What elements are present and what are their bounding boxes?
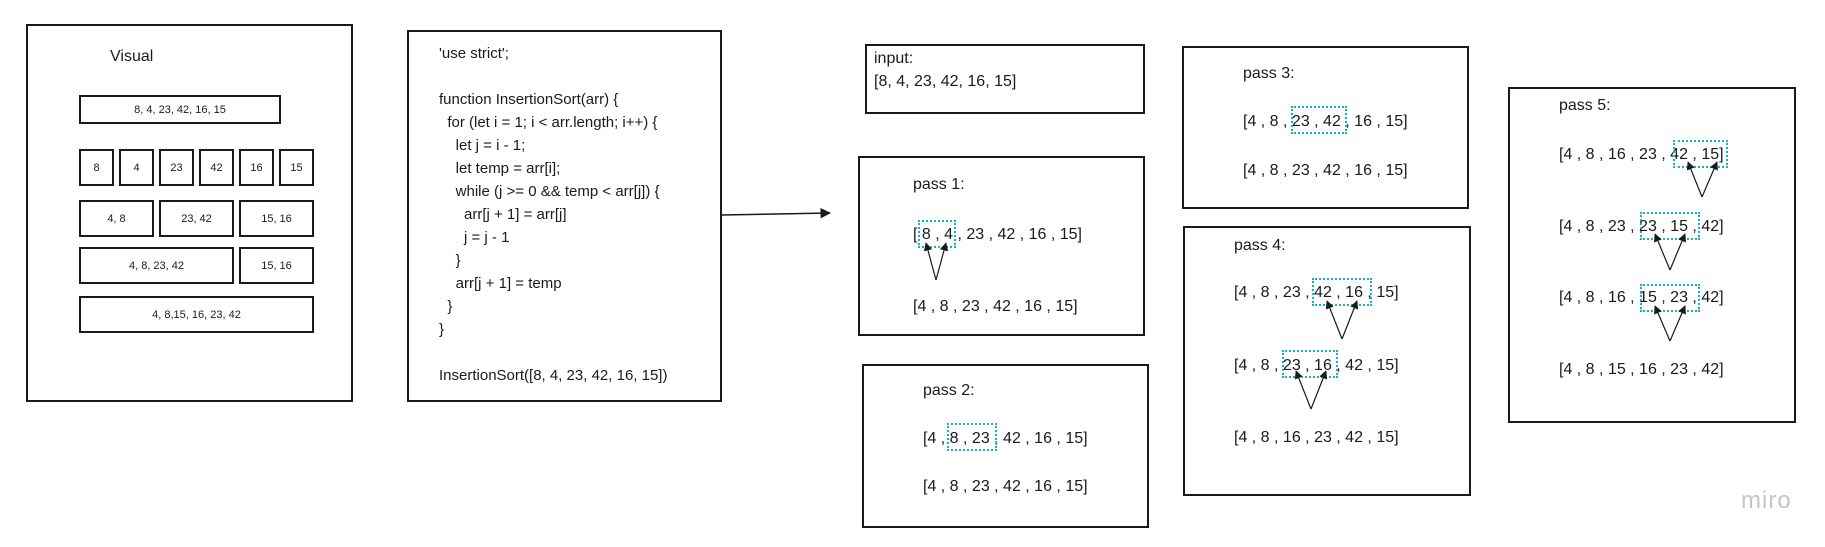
highlight-box [1673,140,1728,168]
pass-title: pass 3: [1243,65,1295,82]
visual-cell: 4, 8, 23, 42 [79,247,234,284]
code-to-pass-1-arrow [721,207,832,219]
visual-cell: 15 [279,149,314,186]
pass-line: [4 , 8 , 23 , 16 , 42 , 15] [1234,357,1399,374]
pass-line: [4 , 8 , 23 , 42 , 16 , 15] [913,298,1078,315]
visual-cell: 23, 42 [159,200,234,237]
highlight-box [1640,212,1700,240]
pass-line: [4 , 8 , 23 , 42 , 16 , 15] [1243,113,1408,130]
visual-title: Visual [110,48,154,65]
code-line: arr[j + 1] = arr[j] [439,206,567,223]
visual-cell: 15, 16 [239,200,314,237]
pass-line: [4 , 8 , 23 , 42 , 16 , 15] [1234,284,1399,301]
highlight-box [1312,278,1372,306]
code-line: let temp = arr[i]; [439,160,561,177]
code-frame: 'use strict'; function InsertionSort(arr… [407,30,722,402]
code-line: function InsertionSort(arr) { [439,91,619,108]
pass-title: pass 1: [913,176,965,193]
pass-2-frame: pass 2: [4 , 8 , 23 , 42 , 16 , 15] [4 ,… [862,364,1149,528]
pass-5-frame: pass 5: [4 , 8 , 16 , 23 , 42 , 15] [4 ,… [1508,87,1796,423]
code-line: } [439,252,461,269]
highlight-box [918,220,956,248]
pass-line: [4 , 8 , 15 , 16 , 23 , 42] [1559,361,1724,378]
code-line: } [439,321,445,338]
highlight-box [1291,106,1347,134]
code-line: j = j - 1 [439,229,510,246]
visual-frame: Visual 8, 4, 23, 42, 16, 15 8 4 23 42 16… [26,24,353,402]
input-frame: input: [8, 4, 23, 42, 16, 15] [865,44,1145,114]
highlight-box [1282,350,1338,378]
pass-line: [4 , 8 , 16 , 23 , 42 , 15] [1234,429,1399,446]
pass-line: [4 , 8 , 23 , 42 , 16 , 15] [923,430,1088,447]
visual-cell: 4 [119,149,154,186]
pass-title: pass 2: [923,382,975,399]
code-line: } [439,298,453,315]
pass-1-frame: pass 1: [ 8 , 4 , 23 , 42 , 16 , 15] [4 … [858,156,1145,336]
input-label: input: [874,50,914,67]
visual-cell: 23 [159,149,194,186]
code-line: for (let i = 1; i < arr.length; i++) { [439,114,658,131]
pass-line: [4 , 8 , 16 , 23 , 42 , 15] [1559,146,1724,163]
visual-cell: 42 [199,149,234,186]
code-line: while (j >= 0 && temp < arr[j]) { [439,183,660,200]
pass-3-frame: pass 3: [4 , 8 , 23 , 42 , 16 , 15] [4 ,… [1182,46,1469,209]
visual-cell: 8 [79,149,114,186]
visual-cell: 16 [239,149,274,186]
code-line: 'use strict'; [439,45,509,62]
highlight-box [947,423,997,451]
code-line: arr[j + 1] = temp [439,275,562,292]
pass-line: [4 , 8 , 23 , 42 , 16 , 15] [1243,162,1408,179]
visual-cell: 4, 8 [79,200,154,237]
pass-title: pass 5: [1559,97,1611,114]
highlight-box [1640,284,1700,312]
visual-cell: 15, 16 [239,247,314,284]
code-line: let j = i - 1; [439,137,526,154]
miro-watermark: miro [1741,487,1792,514]
pass-title: pass 4: [1234,237,1286,254]
visual-cell: 8, 4, 23, 42, 16, 15 [79,95,281,124]
visual-cell: 4, 8,15, 16, 23, 42 [79,296,314,333]
code-line: InsertionSort([8, 4, 23, 42, 16, 15]) [439,367,668,384]
pass-4-frame: pass 4: [4 , 8 , 23 , 42 , 16 , 15] [4 ,… [1183,226,1471,496]
input-value: [8, 4, 23, 42, 16, 15] [874,73,1017,90]
pass-line: [4 , 8 , 23 , 42 , 16 , 15] [923,478,1088,495]
